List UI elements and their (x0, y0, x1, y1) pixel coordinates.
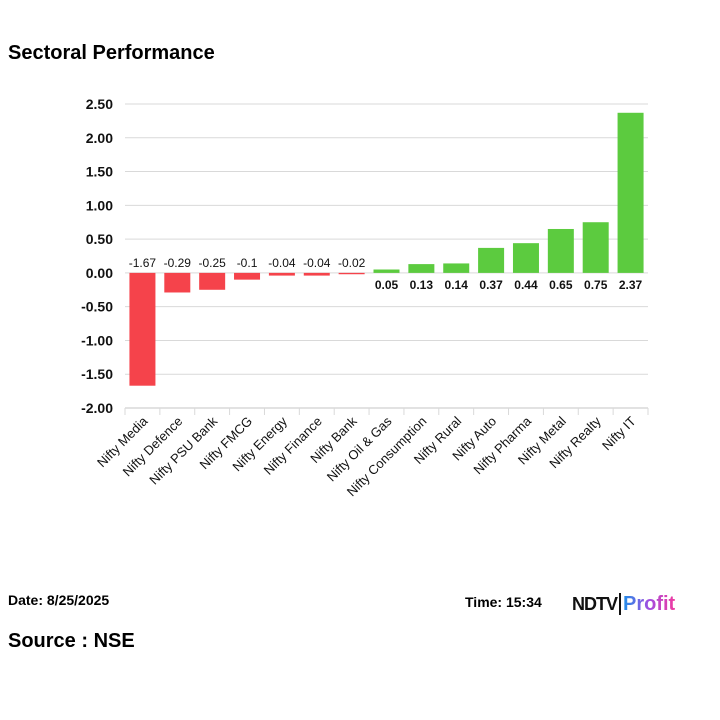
data-label: 0.14 (445, 278, 469, 292)
bar (512, 243, 539, 273)
y-tick-label: 1.50 (86, 164, 113, 180)
data-label: 0.44 (514, 278, 538, 292)
bar (443, 263, 470, 273)
logo-divider (619, 593, 621, 615)
y-tick-label: 0.00 (86, 265, 113, 281)
data-label: 0.75 (584, 278, 608, 292)
data-label: -0.25 (198, 256, 226, 270)
bar (582, 222, 609, 273)
bar (338, 272, 365, 275)
date-label: Date: 8/25/2025 (8, 592, 110, 608)
y-tick-label: -0.50 (81, 299, 113, 315)
data-label: -0.04 (303, 256, 331, 270)
bar (478, 247, 505, 273)
logo-profit: Profit (623, 592, 676, 615)
y-tick-label: 1.00 (86, 197, 113, 213)
logo-ndtv: NDTV (572, 593, 618, 614)
bar (164, 272, 191, 293)
y-tick-label: -2.00 (81, 400, 113, 416)
data-label: -1.67 (129, 256, 157, 270)
bar (234, 272, 261, 280)
bar (303, 272, 330, 276)
data-label: 0.65 (549, 278, 573, 292)
y-tick-label: 0.50 (86, 231, 113, 247)
bar (617, 112, 644, 273)
x-tick-label: Nifty IT (599, 413, 639, 453)
y-tick-label: -1.50 (81, 366, 113, 382)
bar (373, 269, 400, 273)
data-label: 0.05 (375, 278, 399, 292)
bar (408, 264, 435, 273)
bar (199, 272, 226, 290)
ndtv-profit-logo: NDTV Profit (572, 591, 675, 617)
bar (268, 272, 295, 276)
y-tick-label: -1.00 (81, 332, 113, 348)
source-label: Source : NSE (8, 630, 135, 652)
data-label: 0.13 (410, 278, 434, 292)
data-label: -0.1 (237, 256, 258, 270)
data-label: -0.02 (338, 256, 366, 270)
data-label: -0.29 (164, 256, 192, 270)
data-label: 0.37 (479, 278, 503, 292)
y-tick-label: 2.50 (86, 96, 113, 112)
chart-title: Sectoral Performance (8, 42, 215, 64)
bar (129, 272, 156, 386)
bar (547, 228, 574, 273)
data-label: 2.37 (619, 278, 643, 292)
data-label: -0.04 (268, 256, 296, 270)
bar-chart: 2.50 2.00 1.50 1.00 0.50 0.00 -0.50 -1.00 -1.50 -… (81, 96, 649, 499)
y-tick-label: 2.00 (86, 130, 113, 146)
time-label: Time: 15:34 (465, 594, 542, 610)
